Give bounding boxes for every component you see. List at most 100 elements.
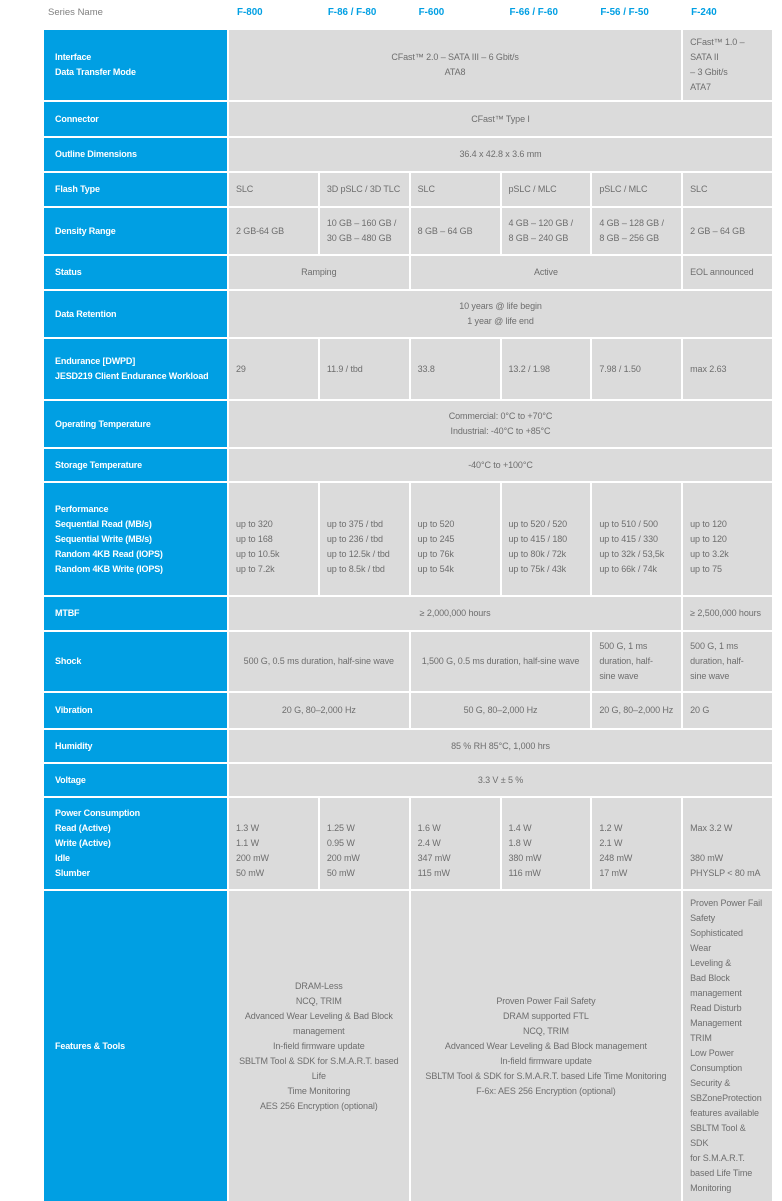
row-label-performance: Performance Sequential Read (MB/s) Seque…: [44, 483, 227, 595]
spec-cell: ≥ 2,000,000 hours: [229, 597, 682, 630]
status-cell-ramping: Ramping: [229, 256, 409, 289]
spec-cell: up to 375 / tbd up to 236 / tbd up to 12…: [319, 483, 409, 595]
spec-cell: 500 G, 1 ms duration, half- sine wave: [683, 632, 772, 691]
spec-cell: SLC: [229, 173, 318, 206]
row-mtbf: MTBF ≥ 2,000,000 hours ≥ 2,500,000 hours: [44, 597, 772, 630]
row-power-consumption: Power Consumption Read (Active) Write (A…: [44, 798, 772, 889]
spec-cell: 85 % RH 85°C, 1,000 hrs: [229, 730, 772, 762]
row-label-status: Status: [44, 256, 227, 289]
row-label-mtbf: MTBF: [44, 597, 227, 630]
spec-cell: 7.98 / 1.50: [592, 339, 682, 399]
row-endurance: Endurance [DWPD] JESD219 Client Enduranc…: [44, 339, 772, 399]
series-name-label: Series Name: [48, 6, 103, 18]
column-header-f240: F-240: [691, 6, 717, 18]
spec-cell: 20 G: [683, 693, 772, 728]
spec-cell: Max 3.2 W 380 mW PHYSLP < 80 mA: [683, 798, 772, 889]
status-cell-active: Active: [410, 256, 682, 289]
column-header-f66-f60: F-66 / F-60: [509, 6, 558, 18]
spec-cell: 3.3 V ± 5 %: [229, 764, 772, 796]
row-label-operating-temperature: Operating Temperature: [44, 401, 227, 447]
spec-cell: 2 GB – 64 GB: [683, 208, 772, 254]
row-label-shock: Shock: [44, 632, 227, 691]
row-features-tools: Features & Tools DRAM-Less NCQ, TRIM Adv…: [44, 891, 772, 1201]
row-operating-temperature: Operating Temperature Commercial: 0°C to…: [44, 401, 772, 447]
spec-cell: 1.6 W 2.4 W 347 mW 115 mW: [410, 798, 500, 889]
spec-cell: 50 G, 80–2,000 Hz: [410, 693, 591, 728]
spec-cell: 10 years @ life begin 1 year @ life end: [229, 291, 772, 337]
row-voltage: Voltage 3.3 V ± 5 %: [44, 764, 772, 796]
column-header-f600: F-600: [418, 6, 445, 18]
spec-cell: up to 320 up to 168 up to 10.5k up to 7.…: [229, 483, 318, 595]
row-label-density-range: Density Range: [44, 208, 227, 254]
spec-cell: 500 G, 0.5 ms duration, half-sine wave: [229, 632, 409, 691]
row-shock: Shock 500 G, 0.5 ms duration, half-sine …: [44, 632, 772, 691]
spec-cell: 13.2 / 1.98: [501, 339, 591, 399]
spec-cell: 1.2 W 2.1 W 248 mW 17 mW: [592, 798, 682, 889]
row-vibration: Vibration 20 G, 80–2,000 Hz 50 G, 80–2,0…: [44, 693, 772, 728]
column-header-f86-f80: F-86 / F-80: [327, 6, 377, 18]
spec-cell: Commercial: 0°C to +70°C Industrial: -40…: [229, 401, 772, 447]
row-storage-temperature: Storage Temperature -40°C to +100°C: [44, 449, 772, 481]
spec-cell: Proven Power Fail Safety DRAM supported …: [410, 891, 682, 1201]
row-interface: Interface Data Transfer Mode CFast™ 2.0 …: [44, 30, 772, 100]
row-label-humidity: Humidity: [44, 730, 227, 762]
spec-cell: SLC: [410, 173, 500, 206]
spec-cell: 1,500 G, 0.5 ms duration, half-sine wave: [410, 632, 591, 691]
spec-cell: 33.8: [410, 339, 500, 399]
row-label-vibration: Vibration: [44, 693, 227, 728]
row-flash-type: Flash Type SLC 3D pSLC / 3D TLC SLC pSLC…: [44, 173, 772, 206]
spec-cell: SLC: [683, 173, 772, 206]
spec-cell: CFast™ Type I: [229, 102, 772, 136]
row-label-connector: Connector: [44, 102, 227, 136]
spec-cell: up to 510 / 500 up to 415 / 330 up to 32…: [592, 483, 682, 595]
row-label-endurance: Endurance [DWPD] JESD219 Client Enduranc…: [44, 339, 227, 399]
row-label-data-retention: Data Retention: [44, 291, 227, 337]
spec-cell: 20 G, 80–2,000 Hz: [229, 693, 409, 728]
row-label-interface: Interface Data Transfer Mode: [44, 30, 227, 100]
row-label-features-tools: Features & Tools: [44, 891, 227, 1201]
row-data-retention: Data Retention 10 years @ life begin 1 y…: [44, 291, 772, 337]
spec-cell: up to 120 up to 120 up to 3.2k up to 75: [683, 483, 772, 595]
spec-cell: CFast™ 2.0 – SATA III – 6 Gbit/s ATA8: [229, 30, 682, 100]
spec-cell: max 2.63: [683, 339, 772, 399]
table-header-row: Series Name F-800 F-86 / F-80 F-600 F-66…: [44, 0, 772, 28]
status-cell-eol: EOL announced: [683, 256, 772, 289]
spec-cell: 11.9 / tbd: [319, 339, 409, 399]
spec-cell: Proven Power Fail Safety Sophisticated W…: [683, 891, 772, 1201]
row-connector: Connector CFast™ Type I: [44, 102, 772, 136]
spec-cell: 29: [229, 339, 318, 399]
row-status: Status Ramping Active EOL announced: [44, 256, 772, 289]
spec-cell: pSLC / MLC: [501, 173, 591, 206]
spec-cell: 20 G, 80–2,000 Hz: [592, 693, 682, 728]
row-label-voltage: Voltage: [44, 764, 227, 796]
row-label-power-consumption: Power Consumption Read (Active) Write (A…: [44, 798, 227, 889]
row-label-storage-temperature: Storage Temperature: [44, 449, 227, 481]
spec-cell: 2 GB-64 GB: [229, 208, 318, 254]
spec-cell: up to 520 up to 245 up to 76k up to 54k: [410, 483, 500, 595]
spec-cell: 8 GB – 64 GB: [410, 208, 500, 254]
row-outline-dimensions: Outline Dimensions 36.4 x 42.8 x 3.6 mm: [44, 138, 772, 171]
spec-cell: pSLC / MLC: [592, 173, 682, 206]
row-density-range: Density Range 2 GB-64 GB 10 GB – 160 GB …: [44, 208, 772, 254]
row-humidity: Humidity 85 % RH 85°C, 1,000 hrs: [44, 730, 772, 762]
row-label-flash-type: Flash Type: [44, 173, 227, 206]
spec-comparison-table: Series Name F-800 F-86 / F-80 F-600 F-66…: [44, 0, 772, 1201]
spec-cell: 36.4 x 42.8 x 3.6 mm: [229, 138, 772, 171]
spec-cell: CFast™ 1.0 –SATA II – 3 Gbit/s ATA7: [683, 30, 772, 100]
row-performance: Performance Sequential Read (MB/s) Seque…: [44, 483, 772, 595]
column-header-f800: F-800: [237, 6, 263, 18]
spec-cell: 1.4 W 1.8 W 380 mW 116 mW: [501, 798, 591, 889]
spec-cell: 4 GB – 120 GB / 8 GB – 240 GB: [501, 208, 591, 254]
spec-cell: up to 520 / 520 up to 415 / 180 up to 80…: [501, 483, 591, 595]
spec-cell: 1.3 W 1.1 W 200 mW 50 mW: [229, 798, 318, 889]
column-header-f56-f50: F-56 / F-50: [600, 6, 649, 18]
spec-cell: 4 GB – 128 GB / 8 GB – 256 GB: [592, 208, 682, 254]
spec-cell: DRAM-Less NCQ, TRIM Advanced Wear Leveli…: [229, 891, 409, 1201]
spec-cell: 1.25 W 0.95 W 200 mW 50 mW: [319, 798, 409, 889]
spec-cell: -40°C to +100°C: [229, 449, 772, 481]
spec-cell: 3D pSLC / 3D TLC: [319, 173, 409, 206]
spec-cell: 500 G, 1 ms duration, half- sine wave: [592, 632, 682, 691]
row-label-outline-dimensions: Outline Dimensions: [44, 138, 227, 171]
spec-cell: ≥ 2,500,000 hours: [683, 597, 772, 630]
